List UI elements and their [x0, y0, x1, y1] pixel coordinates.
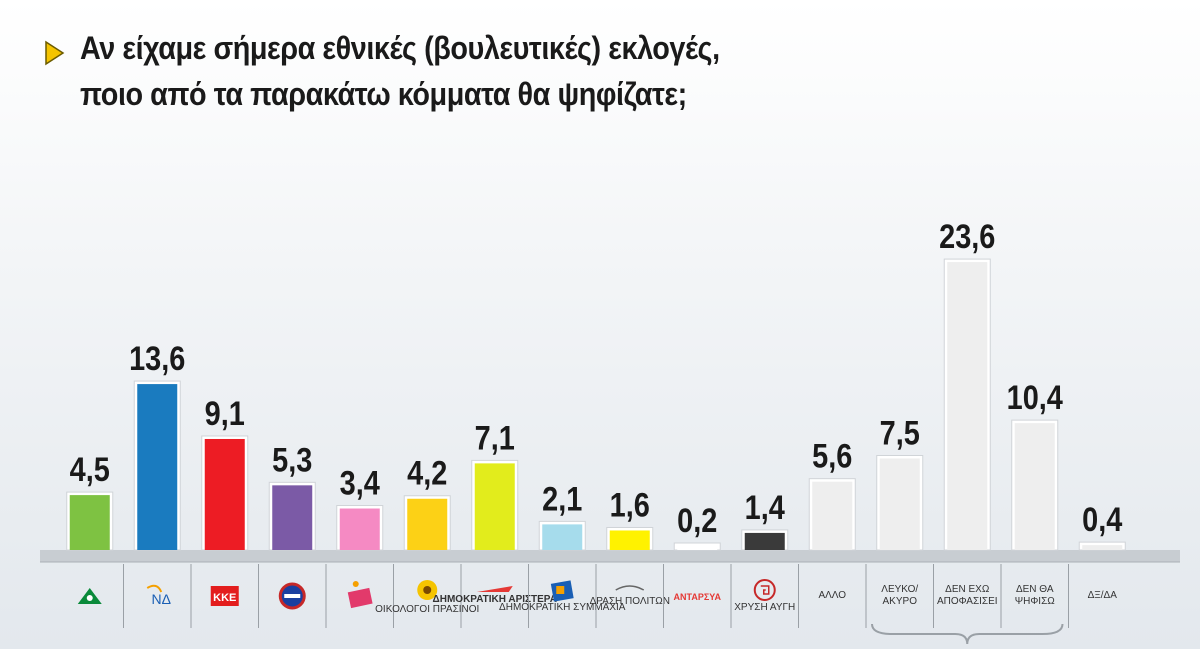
bar — [339, 508, 380, 550]
kke-box-icon — [210, 586, 239, 606]
tick-label: ΔΕΝ ΘΑ ΨΗΦΙΣΩ — [1015, 584, 1056, 607]
tick-label: ΟΙΚΟΛΟΓΟΙ ΠΡΑΣΙΝΟΙ — [375, 604, 479, 615]
pasok-dot-icon — [86, 595, 93, 601]
meander-icon: ΧΡΥΣΗ ΑΥΓΗ — [734, 579, 795, 613]
data-label: 4,2 — [407, 454, 447, 493]
dimsy-square-icon — [556, 586, 565, 594]
bar — [947, 262, 988, 550]
tick-label: ΔΕΝ ΕΧΩ ΑΠΟΦΑΣΙΣΕΙ — [937, 584, 998, 607]
antarsya-logo-icon: ΑΝΤΑΡΣΥΑ — [674, 592, 722, 602]
tick-label-line: ΑΠΟΦΑΣΙΣΕΙ — [937, 596, 998, 607]
tick-label-line: ΔΕΝ ΕΧΩ — [945, 584, 990, 595]
bar — [272, 485, 313, 550]
bar — [204, 438, 245, 550]
data-label: 1,6 — [610, 485, 650, 524]
tick-label: ΔΗΜΟΚΡΑΤΙΚΗ ΣΥΜΜΑΧΙΑ — [499, 602, 626, 613]
tick-label: ΔΕΝ ΘΑ ΨΗΦΙΣΩ — [1015, 584, 1056, 607]
data-label: 7,5 — [880, 413, 920, 452]
bar — [69, 495, 110, 550]
tick-label-line: ΛΕΥΚΟ/ — [881, 584, 918, 595]
tick-label-line: ΑΚΥΡΟ — [883, 596, 918, 607]
data-label: 9,1 — [205, 394, 245, 433]
drasi-logo-icon: ΔΡΑΣΗ ΠΟΛΙΤΩΝ — [590, 585, 670, 607]
sunflower-center-icon — [423, 586, 432, 594]
tick-label: ΧΡΥΣΗ ΑΥΓΗ — [734, 602, 795, 613]
tick-label: ΑΛΛΟ — [818, 590, 846, 601]
tick-label: ΔΕΝ ΕΧΩ ΑΠΟΦΑΣΙΣΕΙ — [937, 584, 998, 607]
data-label: 13,6 — [129, 339, 185, 378]
tick-label: ΔΗΜΟΚΡΑΤΙΚΗ ΑΡΙΣΤΕΡΑ — [433, 594, 557, 605]
tick-label: ΚΚΕ — [213, 592, 236, 604]
bar — [609, 530, 650, 550]
bar — [1082, 545, 1123, 550]
laos-bar-icon — [284, 594, 301, 598]
laos-logo-icon — [278, 582, 306, 610]
bar — [1014, 423, 1055, 550]
tick-label: ΔΞ/ΔΑ — [1088, 590, 1118, 601]
dimar-swoosh-icon — [476, 586, 513, 592]
nd-torch-icon — [146, 584, 163, 593]
data-label: 7,1 — [475, 418, 515, 457]
tick-label: ΝΔ — [152, 591, 171, 607]
bar — [407, 498, 448, 550]
data-label: 0,2 — [677, 501, 717, 540]
tick-label: ΛΕΥΚΟ/ΑΚΥΡΟ — [881, 584, 918, 607]
tick-label: ΛΕΥΚΟ/ΑΚΥΡΟ — [881, 584, 918, 607]
bar — [474, 463, 515, 550]
bar — [879, 458, 920, 550]
data-label: 3,4 — [340, 463, 381, 502]
data-label: 1,4 — [745, 488, 786, 527]
dimsy-logo-icon: ΔΗΜΟΚΡΑΤΙΚΗ ΣΥΜΜΑΧΙΑ — [499, 580, 626, 613]
syriza-star-icon — [352, 581, 359, 587]
sunflower-icon: ΟΙΚΟΛΟΓΟΙ ΠΡΑΣΙΝΟΙ — [375, 580, 479, 615]
syriza-flag-icon — [347, 587, 373, 609]
bar — [812, 481, 853, 550]
meander-key-icon — [760, 585, 770, 595]
nd-logo-icon: ΝΔ — [146, 584, 171, 607]
tick-label: ΑΛΛΟ — [818, 590, 846, 601]
group-brace — [871, 623, 1064, 645]
data-label: 10,4 — [1007, 378, 1064, 417]
tick-label-line: ΔΞ/ΔΑ — [1088, 590, 1118, 601]
syriza-logo-icon — [347, 581, 373, 609]
pasok-logo-icon — [77, 588, 102, 604]
data-label: 0,4 — [1082, 500, 1123, 539]
tick-label: ΔΡΑΣΗ ΠΟΛΙΤΩΝ — [590, 596, 670, 607]
tick-label-line: ΔΕΝ ΘΑ — [1016, 584, 1054, 595]
data-label: 23,6 — [939, 217, 995, 256]
data-label: 5,6 — [812, 436, 852, 475]
bar — [137, 384, 178, 550]
tick-label-line: ΨΗΦΙΣΩ — [1015, 596, 1056, 607]
tick-label: ΑΝΤΑΡΣΥΑ — [674, 592, 722, 602]
drasi-arc-icon — [615, 585, 645, 591]
title-line-1: Αν είχαμε σήμερα εθνικές (βουλευτικές) ε… — [80, 30, 720, 66]
bar — [677, 546, 718, 550]
meander-ring-icon — [753, 579, 776, 601]
dimar-logo-icon: ΔΗΜΟΚΡΑΤΙΚΗ ΑΡΙΣΤΕΡΑ — [433, 586, 557, 605]
tick-label-line: ΑΛΛΟ — [818, 590, 846, 601]
data-label: 4,5 — [70, 450, 110, 489]
bar — [744, 532, 785, 550]
bar — [542, 524, 583, 550]
title-line-2: ποιο από τα παρακάτω κόμματα θα ψηφίζατε… — [80, 76, 687, 112]
tick-label: ΔΞ/ΔΑ — [1088, 590, 1118, 601]
data-label: 2,1 — [542, 479, 582, 518]
play-arrow-icon — [45, 40, 65, 66]
baseline-shelf — [40, 550, 1180, 562]
kke-logo-icon: ΚΚΕ — [210, 586, 239, 606]
data-label: 5,3 — [272, 440, 312, 479]
